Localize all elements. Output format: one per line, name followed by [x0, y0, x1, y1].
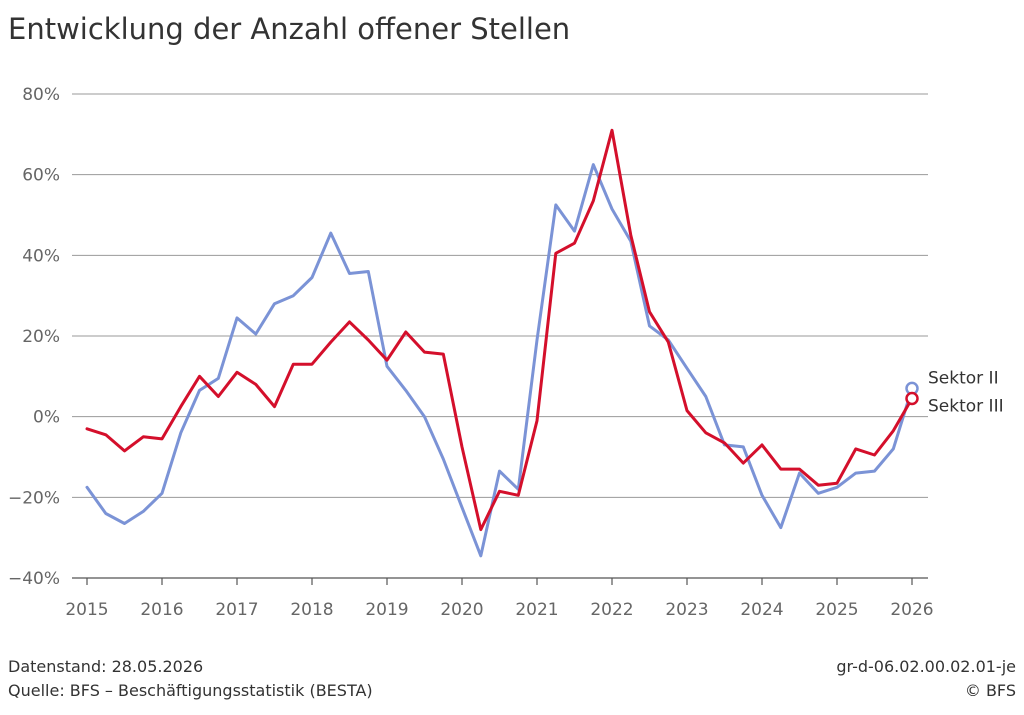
series-end-marker [905, 391, 919, 406]
y-tick-label: 20% [22, 327, 60, 347]
y-tick-label: 0% [33, 408, 60, 428]
series-label: Sektor III [928, 397, 1004, 417]
x-tick-label: 2019 [365, 600, 408, 620]
y-tick-label: −40% [8, 569, 60, 589]
x-axis [72, 577, 928, 585]
series-line-1 [85, 163, 914, 558]
series-lines [85, 128, 914, 558]
y-tick-label: −20% [8, 488, 60, 508]
x-tick-label: 2018 [290, 600, 333, 620]
y-tick-label: 80% [22, 85, 60, 105]
series-label: Sektor II [928, 368, 999, 388]
x-tick-label: 2026 [890, 600, 933, 620]
y-tick-label: 60% [22, 166, 60, 186]
x-tick-label: 2023 [665, 600, 708, 620]
x-axis-tick-labels: 2015 2016 2017 2018 2019 2020 2021 2022 2023 2024… [65, 600, 933, 620]
chart-title: Entwicklung der Anzahl offener Stellen [8, 12, 571, 46]
series-line-2 [85, 128, 914, 532]
graphic-code-text: gr-d-06.02.00.02.01-je [836, 657, 1016, 676]
source-text: Quelle: BFS – Beschäftigungsstatistik (B… [8, 681, 373, 700]
footer-left: Datenstand: 28.05.2026 Quelle: BFS – Bes… [8, 655, 373, 703]
y-tick-label: 40% [22, 246, 60, 266]
x-tick-label: 2024 [740, 600, 783, 620]
y-axis-tick-labels: −40% −20% 0% 20% 40% 60% 80% [8, 85, 60, 589]
x-tick-label: 2015 [65, 600, 108, 620]
grid-lines [72, 93, 928, 498]
footer-right: gr-d-06.02.00.02.01-je © BFS [836, 655, 1016, 703]
x-tick-label: 2025 [815, 600, 858, 620]
datenstand-text: Datenstand: 28.05.2026 [8, 657, 204, 676]
x-tick-label: 2017 [215, 600, 258, 620]
line-chart: −40%−20%0%20%40%60%80% 2015 2016 2017 2018 2… [8, 85, 1004, 620]
x-tick-label: 2022 [590, 600, 633, 620]
copyright-text: © BFS [964, 681, 1016, 700]
x-tick-label: 2021 [515, 600, 558, 620]
line-end-legend: Sektor II Sektor III [905, 368, 1004, 417]
x-tick-label: 2016 [140, 600, 183, 620]
x-tick-label: 2020 [440, 600, 483, 620]
